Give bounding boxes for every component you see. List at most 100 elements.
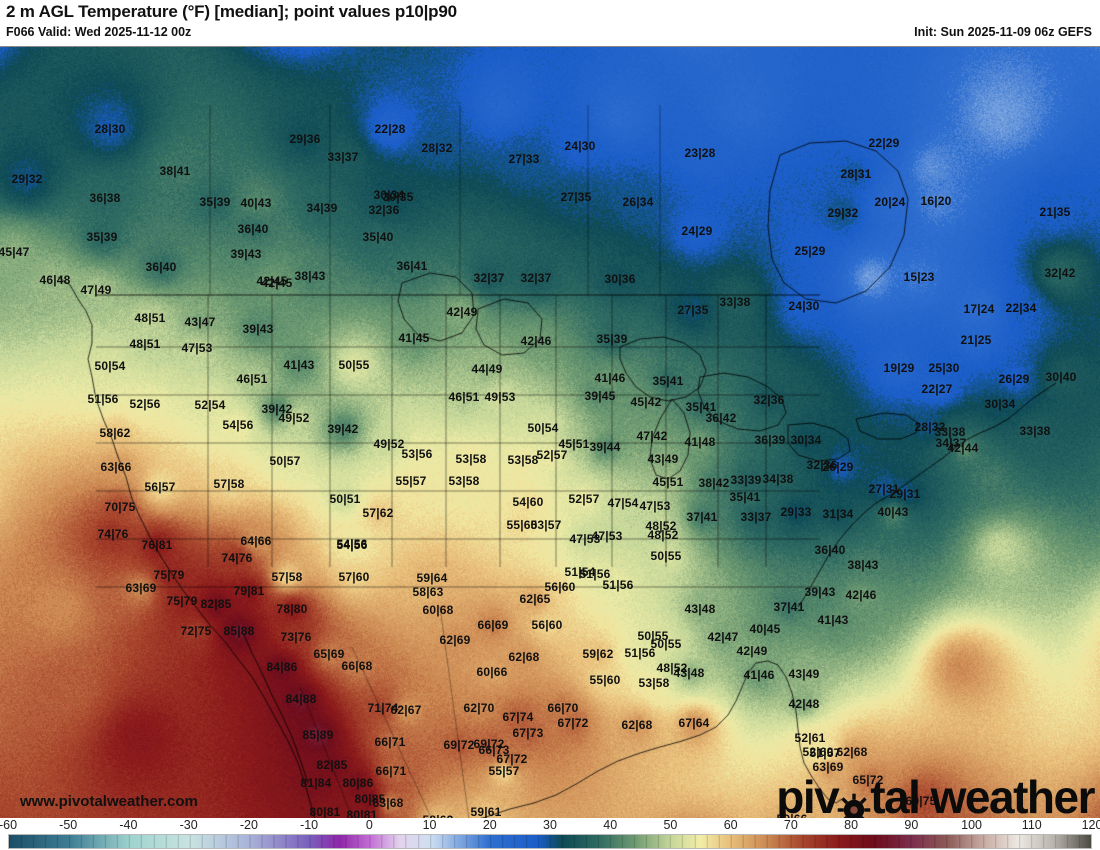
point-value-label: 85|88 [223,624,255,638]
point-value-label: 66|68 [341,659,373,673]
point-value-label: 40|43 [877,505,909,519]
point-value-label: 30|36 [604,272,636,286]
point-value-label: 42|49 [736,644,768,658]
point-value-label: 30|34 [790,433,822,447]
point-value-label: 51|57 [809,746,841,760]
point-value-label: 52|60 [802,745,834,759]
point-value-label: 33|38 [1019,424,1051,438]
point-value-label: 57|60 [338,570,370,584]
point-value-label: 45|42 [630,395,662,409]
point-value-label: 63|68 [372,796,404,810]
point-value-label: 51|56 [579,567,611,581]
pivotal-weather-watermark: piv tal [776,770,1095,818]
point-value-label: 85|89 [302,728,334,742]
point-value-label: 53|58 [448,474,480,488]
point-value-label: 32|37 [520,271,552,285]
point-value-label: 39|43 [230,247,262,261]
point-value-label: 62|68 [621,718,653,732]
point-value-label: 38|41 [159,164,191,178]
point-value-label: 43|47 [184,315,216,329]
point-value-label: 22|29 [868,136,900,150]
point-value-label: 47|53 [639,499,671,513]
point-value-label: 54|56 [336,538,368,552]
point-value-label: 47|53 [181,341,213,355]
point-value-label: 50|51 [329,492,361,506]
point-value-label: 80|81 [346,808,378,818]
point-value-label: 42|44 [947,441,979,455]
colorbar-tick: -20 [239,818,258,832]
point-value-label: 51|54 [564,565,596,579]
colorbar-tick: 10 [422,818,437,832]
point-value-label: 33|39 [730,473,762,487]
colorbar-tick: 20 [482,818,497,832]
point-value-label: 59|61 [470,805,502,818]
point-value-label: 73|76 [280,630,312,644]
point-value-label: 52|56 [129,397,161,411]
point-value-label: 56|60 [531,618,563,632]
point-value-label: 27|35 [560,190,592,204]
point-value-label: 41|43 [283,358,315,372]
point-value-label: 39|44 [589,440,621,454]
point-value-label: 41|43 [817,613,849,627]
point-value-label: 67|73 [512,726,544,740]
point-value-label: 82|85 [316,758,348,772]
point-value-label: 42|45 [256,274,288,288]
page-title: 2 m AGL Temperature (°F) [median]; point… [6,2,457,21]
point-value-label: 35|39 [596,332,628,346]
point-value-label: 66|70 [547,701,579,715]
point-value-label: 22|28 [374,122,406,136]
point-value-label: 24|30 [788,299,820,313]
point-value-label: 84|88 [285,692,317,706]
point-value-label: 54|56 [336,537,368,551]
point-value-label: 42|47 [707,630,739,644]
colorbar-tick: -30 [179,818,198,832]
colorbar-tick: -50 [59,818,78,832]
point-value-label: 80|85 [354,792,386,806]
valid-time-label: F066 Valid: Wed 2025-11-12 00z [6,25,192,39]
point-value-label: 55|60 [506,518,538,532]
point-value-label: 41|45 [398,331,430,345]
point-value-label: 30|40 [1045,370,1077,384]
weather-map[interactable]: 29|32 28|30 38|41 36|38 35|39 45|47 46|48 47|49… [0,46,1100,818]
point-value-label: 49|52 [373,437,405,451]
point-value-label: 56|57 [144,480,176,494]
point-value-label: 33|38 [719,295,751,309]
point-value-label: 60|68 [422,603,454,617]
colorbar-tick: 70 [783,818,798,832]
point-value-label: 49|53 [484,390,516,404]
point-value-label: 16|20 [920,194,952,208]
colorbar-tick-labels: -60 -50 -40 -30 -20 -10 0 10 20 30 40 50 60 70 80 90 100… [0,818,1100,834]
point-value-label: 45|51 [652,475,684,489]
point-value-label: 66|71 [374,735,406,749]
point-value-label: 47|53 [569,532,601,546]
colorbar: -60 -50 -40 -30 -20 -10 0 10 20 30 40 50 60 70 80 90 100… [0,818,1100,850]
point-value-label: 34|37 [935,436,967,450]
colorbar-tick: 110 [1021,818,1042,832]
watermark-text-part1: piv [776,771,839,818]
point-value-label: 39|42 [327,422,359,436]
point-value-label: 42|49 [446,305,478,319]
point-value-label: 30|34 [373,188,405,202]
point-value-label: 74|76 [221,551,253,565]
point-value-label: 62|70 [463,701,495,715]
point-value-label: 50|55 [637,629,669,643]
point-value-label: 38|42 [698,476,730,490]
point-value-label: 36|42 [705,411,737,425]
point-value-label: 62|69 [439,633,471,647]
point-value-label: 75|79 [166,594,198,608]
point-value-label: 27|31 [868,482,900,496]
point-value-label: 42|46 [845,588,877,602]
point-value-label: 38|43 [294,269,326,283]
point-value-label: 39|43 [804,585,836,599]
point-value-label: 56|60 [544,580,576,594]
point-value-label: 81|84 [300,776,332,790]
point-value-label: 48|52 [656,661,688,675]
colorbar-tick: 30 [543,818,557,832]
gear-icon [837,784,871,818]
point-value-label: 35|40 [362,230,394,244]
point-value-label: 27|35 [677,303,709,317]
point-value-label: 46|51 [448,390,480,404]
point-value-label: 62|68 [508,650,540,664]
point-value-label: 53|58 [638,676,670,690]
point-value-label: 48|52 [647,528,679,542]
